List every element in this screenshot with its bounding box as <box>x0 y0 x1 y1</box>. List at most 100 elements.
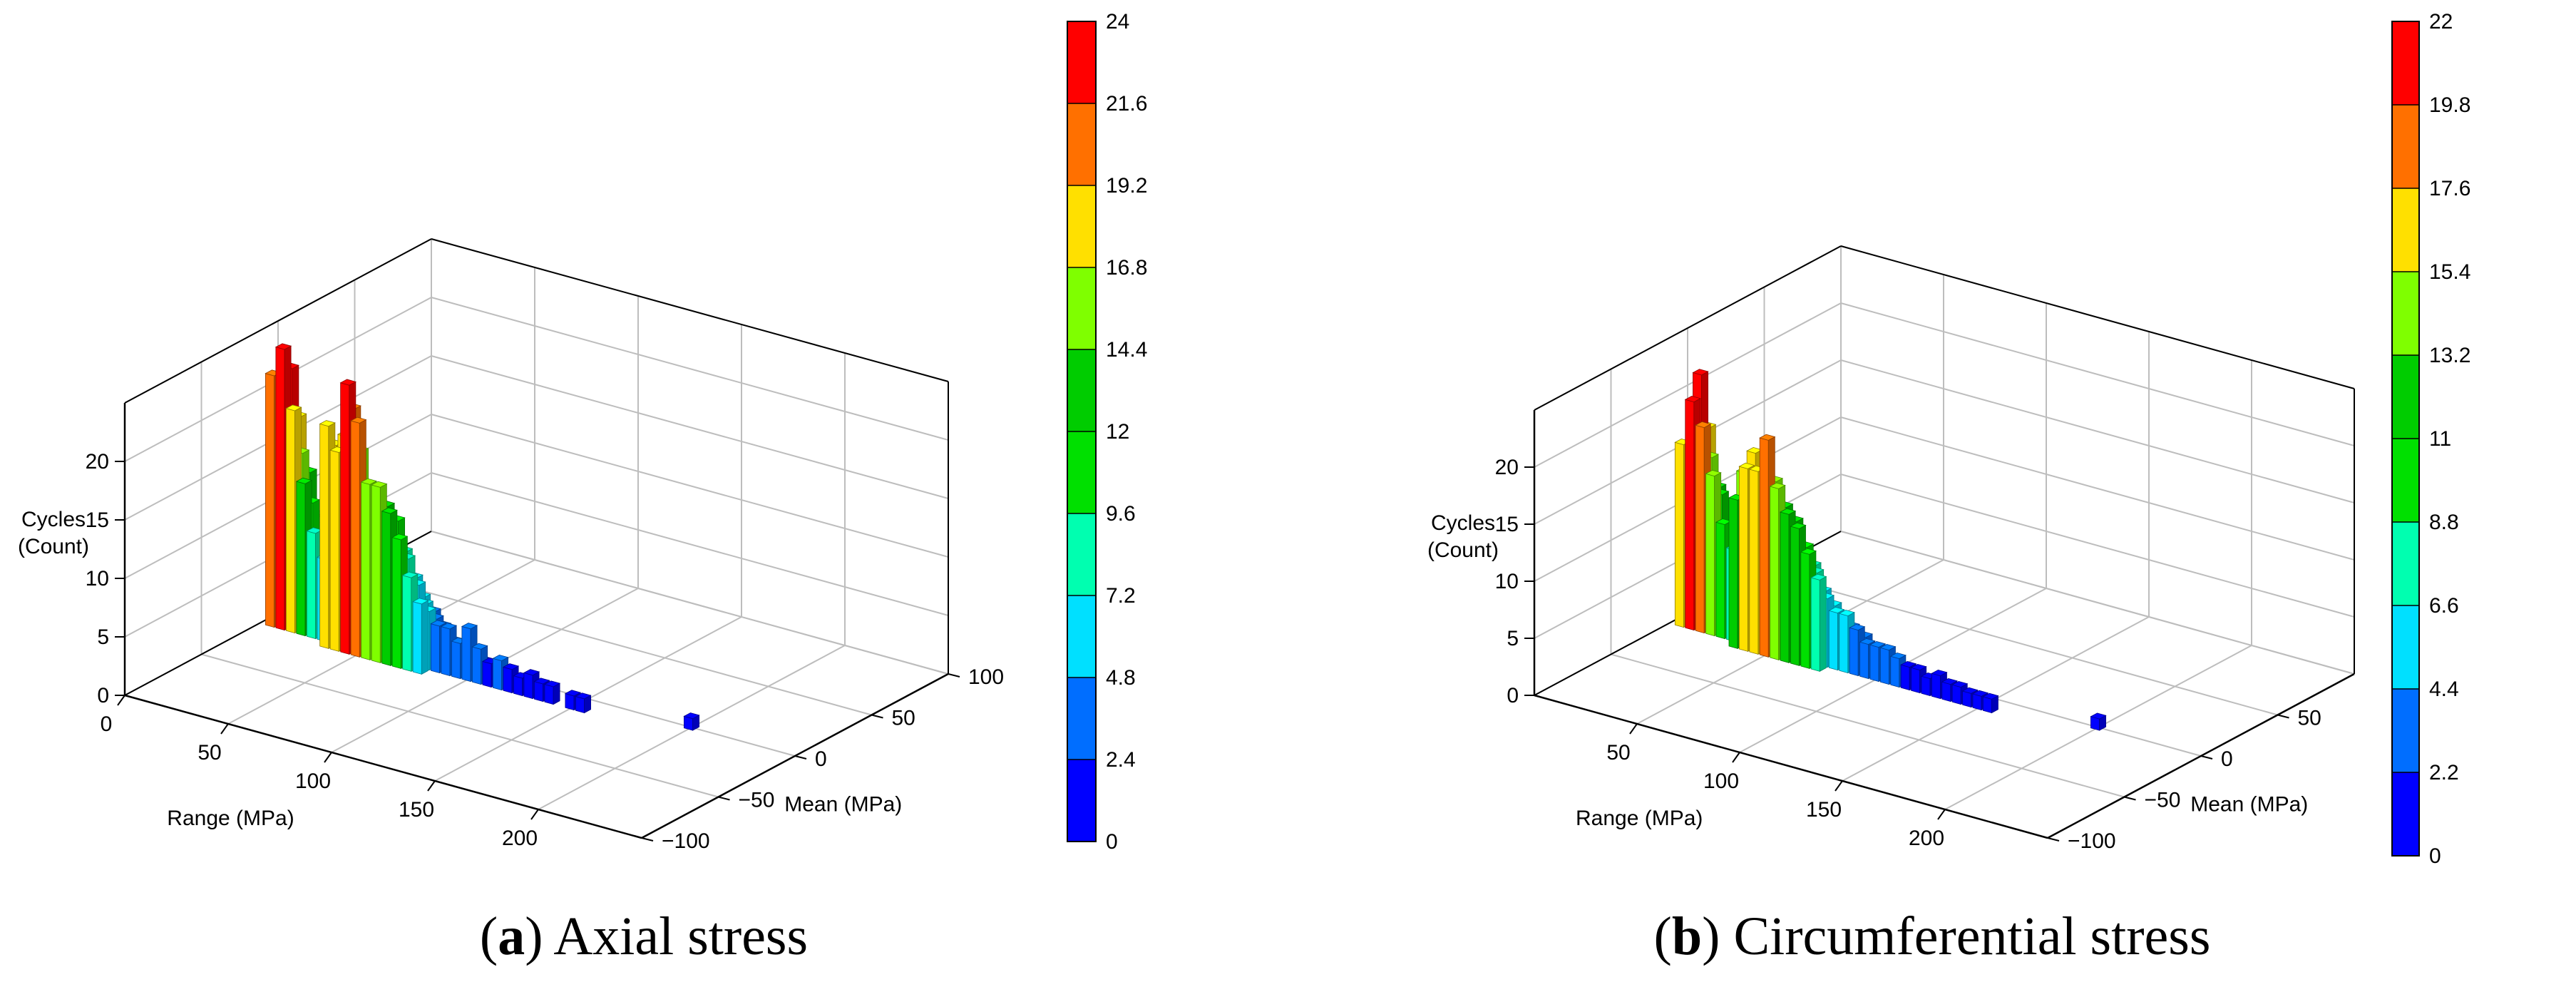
left-wall-grid-z <box>1534 302 1842 468</box>
bar-face <box>1695 421 1712 429</box>
bar-face <box>412 601 422 675</box>
colorbar-label: 9.6 <box>1106 502 1136 526</box>
bar-face <box>1759 437 1769 658</box>
tick-labels: 50 100 150 200 −100 −50 0 50 0 5 10 15 20 <box>1495 456 2321 853</box>
bar-face <box>329 449 339 652</box>
bar-face <box>1810 577 1820 672</box>
back-wall-grid-z <box>1840 474 2355 618</box>
x-tick <box>1732 752 1740 763</box>
colorbar-label: 4.8 <box>1106 666 1136 690</box>
tick-labels: 0 50 100 150 200 −100 −50 0 50 100 0 5 10 15 20 <box>86 450 1004 853</box>
bar <box>412 598 429 675</box>
bar-face <box>440 623 458 630</box>
bar-face <box>543 680 561 687</box>
bar-face <box>1879 643 1897 651</box>
bar-face <box>1738 466 1748 652</box>
bar-face <box>1705 469 1722 477</box>
colorbar-label: 8.8 <box>2429 511 2459 534</box>
colorbar-segment <box>1067 760 1096 842</box>
bar-face <box>683 712 700 720</box>
bar-face <box>1982 696 1992 714</box>
z-axis-label: (Count) <box>1427 538 1499 562</box>
bar-face <box>1800 551 1810 669</box>
colorbar-segment <box>2392 772 2419 856</box>
bar-face <box>1859 638 1876 645</box>
floor-grid-y <box>354 571 872 716</box>
bar-face <box>503 666 513 694</box>
bar-face <box>482 660 492 688</box>
x-tick-label: 50 <box>1606 741 1630 765</box>
y-tick-label: 100 <box>968 665 1004 689</box>
x-tick-label: 150 <box>1806 798 1842 822</box>
y-tick-label: 0 <box>2221 747 2233 771</box>
bar-face <box>1869 644 1879 682</box>
bar-face <box>1759 434 1776 441</box>
bar-face <box>401 571 419 578</box>
bar-face <box>1705 473 1715 637</box>
colorbar-label: 14.4 <box>1106 338 1147 362</box>
colorbar-label: 19.2 <box>1106 174 1147 198</box>
colorbar-segment <box>2392 689 2419 772</box>
colorbar: 0 2.4 4.8 7.2 9.6 12 14.4 16.8 19.2 21.6 24 <box>1067 10 1147 854</box>
bar-face <box>523 672 533 700</box>
colorbar: 0 2.2 4.4 6.6 8.8 11 13.2 15.4 17.6 19.8 22 <box>2391 10 2470 868</box>
colorbar-label: 6.6 <box>2429 594 2459 618</box>
y-tick <box>2200 755 2213 760</box>
bar-face <box>1780 511 1790 663</box>
bar-face <box>1961 687 1979 694</box>
floor-grid-y <box>1764 571 2278 716</box>
bar-face <box>471 646 481 685</box>
bar-face <box>544 684 554 705</box>
bar-face <box>1890 655 1900 688</box>
z-tick-label: 15 <box>1495 513 1519 536</box>
bar <box>543 680 561 705</box>
colorbar-segment <box>1067 431 1096 513</box>
back-wall-grid-z <box>1840 359 2355 503</box>
x-tick <box>324 752 332 763</box>
bar-face <box>451 640 461 680</box>
bar-face <box>295 477 313 484</box>
x-tick-label: 200 <box>1909 827 1944 850</box>
colorbar-segment <box>2392 21 2419 105</box>
x-tick <box>1834 780 1843 792</box>
caption-text: Axial stress <box>553 906 809 966</box>
y-tick-label: −50 <box>739 789 775 812</box>
y-tick-label: −100 <box>2068 829 2116 853</box>
bar-face <box>1819 576 1827 673</box>
chart-axial-stress: 0 50 100 150 200 −100 −50 0 50 100 0 5 10 15 20 Range (… <box>18 10 1147 854</box>
z-tick-label: 0 <box>97 684 109 707</box>
x-tick <box>220 723 229 735</box>
bar-face <box>1931 669 1948 677</box>
bar-face <box>1790 522 1807 529</box>
z-axis-label: Cycles <box>1431 511 1495 535</box>
back-wall-grid-z <box>431 297 949 441</box>
plot-area: 50 100 150 200 −100 −50 0 50 0 5 10 15 20 Range (MPa)… <box>1427 245 2355 853</box>
z-tick-label: 10 <box>1495 570 1519 593</box>
bar-face <box>274 343 292 350</box>
y-tick <box>2047 837 2060 842</box>
x-tick <box>1937 809 1946 820</box>
y-axis-label: Mean (MPa) <box>2190 792 2308 816</box>
colorbar-label: 2.2 <box>2429 761 2459 784</box>
colorbar-label: 17.6 <box>2429 177 2470 200</box>
colorbar-segment <box>2392 439 2419 522</box>
colorbar-label: 16.8 <box>1106 256 1147 280</box>
colorbar-segment <box>1067 185 1096 267</box>
top-back-edge <box>1840 245 2355 389</box>
bar-face <box>381 507 398 514</box>
z-tick-label: 20 <box>1495 456 1519 479</box>
x-axis-label: Range (MPa) <box>1576 807 1703 830</box>
bar-face <box>1674 441 1684 628</box>
bar-face <box>371 481 388 488</box>
bar-face <box>350 420 360 658</box>
y-tick <box>871 714 883 719</box>
colorbar-label: 13.2 <box>2429 344 2470 367</box>
x-tick-label: 150 <box>399 798 434 822</box>
colorbar-label: 24 <box>1106 10 1129 34</box>
colorbar-label: 11 <box>2429 427 2451 451</box>
bar-face <box>371 484 381 663</box>
bars <box>1674 369 2107 731</box>
bar-face <box>492 658 502 691</box>
colorbar-segment <box>1067 349 1096 431</box>
y-tick <box>2277 714 2289 719</box>
